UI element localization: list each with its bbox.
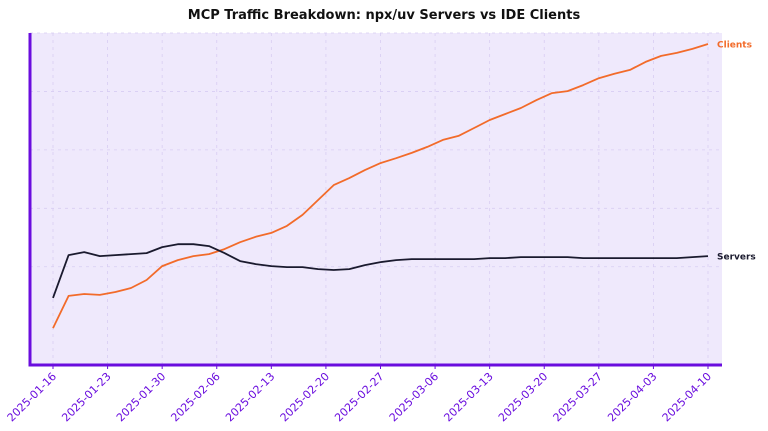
x-tick-label: 2025-03-06 [387,370,441,424]
series-label-clients: Clients [717,40,752,50]
x-tick-label: 2025-02-06 [168,370,222,424]
series-line-servers [52,243,709,299]
x-tick-label: 2025-03-27 [551,370,605,424]
x-tick-label: 2025-01-30 [114,370,168,424]
plot-background [30,33,722,365]
x-tick-label: 2025-02-20 [278,370,332,424]
x-tick-label: 2025-02-27 [332,370,386,424]
x-tick-label: 2025-03-20 [496,370,550,424]
x-tick-label: 2025-01-16 [5,370,59,424]
series-line-clients [52,43,709,329]
series-label-servers: Servers [717,253,756,263]
x-tick-label: 2025-04-10 [660,370,714,424]
chart-title: MCP Traffic Breakdown: npx/uv Servers vs… [187,8,581,23]
x-tick-label: 2025-03-13 [441,370,495,424]
x-tick-label: 2025-02-13 [223,370,277,424]
x-tick-label: 2025-04-03 [605,370,659,424]
x-tick-label: 2025-01-23 [59,370,113,424]
